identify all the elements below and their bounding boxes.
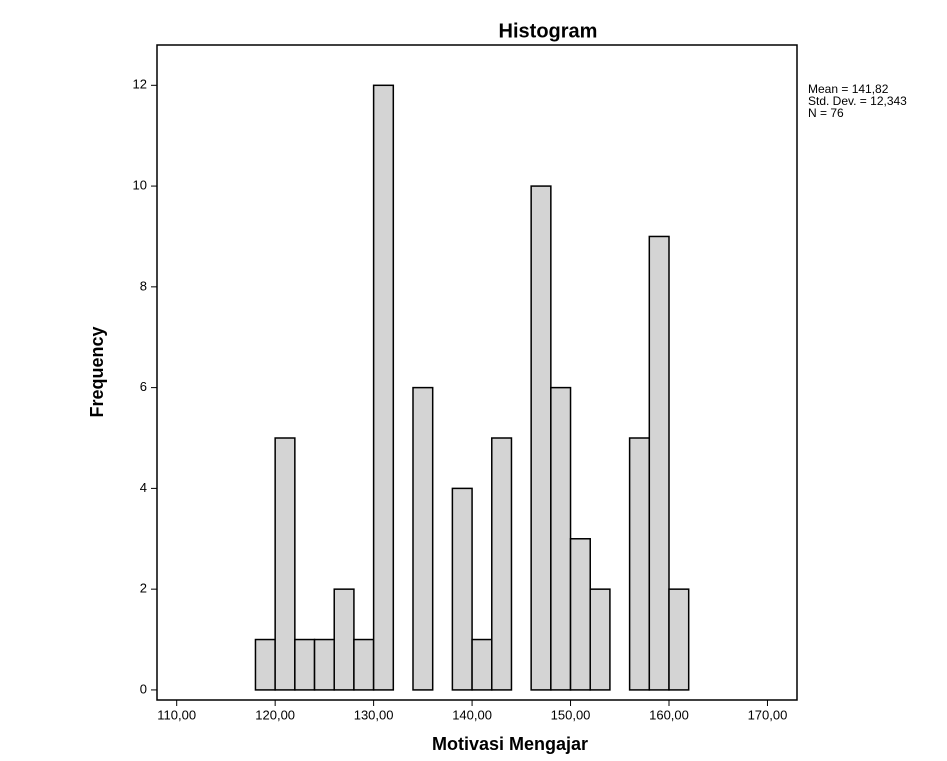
bar [590,589,610,690]
bar [492,438,512,690]
bar [551,388,571,690]
y-tick-label: 12 [133,77,147,92]
x-tick-label: 110,00 [157,707,196,722]
x-tick-label: 120,00 [255,707,295,722]
bar [295,640,315,690]
bar [472,640,492,690]
stat-annotation: N = 76 [808,106,844,120]
x-axis-label: Motivasi Mengajar [432,734,588,754]
x-tick-label: 130,00 [354,707,394,722]
bar [334,589,354,690]
y-tick-label: 10 [133,178,147,193]
chart-title: Histogram [499,20,598,42]
y-tick-label: 0 [140,681,147,696]
y-tick-label: 6 [140,379,147,394]
y-tick-label: 4 [140,480,147,495]
bar [571,539,591,690]
bar [669,589,689,690]
bar [649,236,669,689]
bar [255,640,275,690]
x-tick-label: 160,00 [649,707,689,722]
plot-frame [157,45,797,700]
y-tick-label: 8 [140,278,147,293]
bar [452,488,472,690]
bar [275,438,295,690]
bar [354,640,374,690]
chart: Histogram Motivasi Mengajar Frequency Me… [0,0,947,761]
bar [413,388,433,690]
x-tick-label: 150,00 [551,707,591,722]
x-tick-label: 140,00 [452,707,492,722]
bar [374,85,394,690]
bar [630,438,650,690]
y-axis-label: Frequency [87,326,107,417]
y-tick-label: 2 [140,581,147,596]
x-tick-label: 170,00 [748,707,788,722]
bar [531,186,551,690]
bar [315,640,335,690]
